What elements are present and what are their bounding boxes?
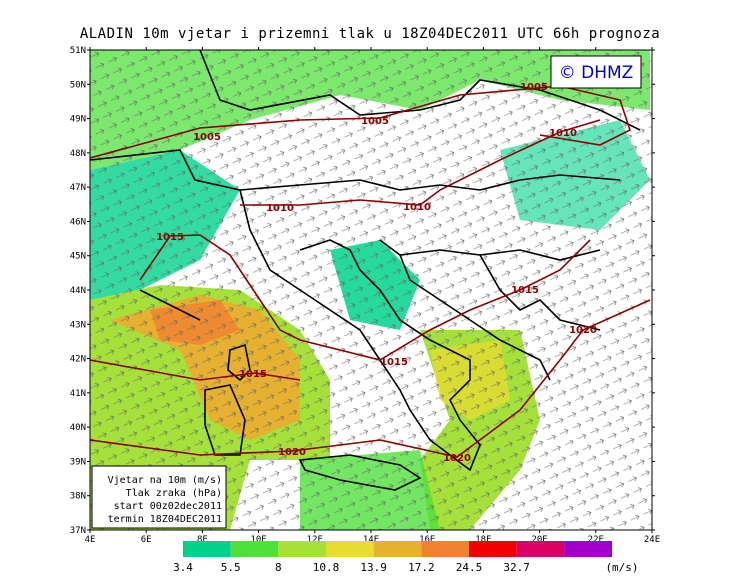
colorbar-unit: (m/s) [605, 561, 638, 574]
colorbar-label: 8 [275, 561, 282, 574]
colorbar-swatch [373, 541, 422, 557]
colorbar-swatch [278, 541, 326, 557]
lon-label: 8E [197, 535, 208, 545]
isobar-label: 1015 [239, 369, 267, 380]
colorbar-swatch [469, 541, 517, 557]
colorbar-swatch [326, 541, 374, 557]
colorbar-swatch [230, 541, 279, 557]
lon-label: 24E [644, 535, 660, 545]
isobar-label: 1010 [266, 203, 294, 214]
lat-label: 43N [70, 320, 86, 330]
axes: 51N 50N 49N 48N 47N 46N 45N 44N 43N 42N 41N 40N 39N 3… [70, 46, 660, 545]
isobar-label: 1020 [443, 453, 471, 464]
colorbar-swatch [564, 541, 612, 557]
colorbar-label: 24.5 [456, 561, 483, 574]
colorbar: 3.4 5.5 8 10.8 13.9 17.2 24.5 32.7 (m/s) [173, 541, 639, 574]
info-line: Tlak zraka (hPa) [126, 488, 222, 499]
lat-label: 46N [70, 217, 86, 227]
lon-label: 10E [250, 535, 266, 545]
info-line: Vjetar na 10m (m/s) [108, 475, 222, 486]
isobar-label: 1015 [380, 357, 408, 368]
logo: © DHMZ [559, 63, 634, 83]
lat-label: 49N [70, 115, 86, 125]
lon-label: 14E [363, 535, 379, 545]
isobar-label: 1010 [549, 128, 577, 139]
isobar-labels: 1005 1005 1005 1010 1010 1010 1015 1015 … [156, 82, 597, 464]
lat-label: 42N [70, 355, 86, 365]
map [90, 50, 652, 530]
lon-label: 18E [475, 535, 491, 545]
lat-label: 41N [70, 389, 86, 399]
lon-label: 22E [588, 535, 604, 545]
info-line: termin 18Z04DEC2011 [108, 514, 222, 525]
colorbar-label: 5.5 [221, 561, 241, 574]
colorbar-label: 17.2 [408, 561, 435, 574]
lat-label: 50N [70, 80, 86, 90]
lon-label: 16E [419, 535, 435, 545]
isobar-label: 1005 [361, 116, 389, 127]
title: ALADIN 10m vjetar i prizemni tlak u 18Z0… [80, 26, 660, 42]
colorbar-swatch [421, 541, 469, 557]
isobar-label: 1005 [193, 132, 221, 143]
info-box [91, 465, 227, 529]
lat-label: 37N [70, 526, 86, 536]
lat-label: 44N [70, 286, 86, 296]
isobar-label: 1010 [403, 202, 431, 213]
isobar-label: 1015 [511, 285, 539, 296]
lon-label: 6E [141, 535, 152, 545]
colorbar-label: 10.8 [313, 561, 340, 574]
lat-label: 38N [70, 492, 86, 502]
colorbar-swatch [183, 541, 231, 557]
lat-label: 47N [70, 183, 86, 193]
info-line: start 00z02dec2011 [114, 501, 222, 512]
colorbar-label: 3.4 [173, 561, 193, 574]
lon-label: 20E [531, 535, 547, 545]
isobar-label: 1005 [520, 82, 548, 93]
isobar-label: 1015 [156, 232, 184, 243]
lat-label: 39N [70, 457, 86, 467]
colorbar-swatch [516, 541, 565, 557]
lat-label: 40N [70, 423, 86, 433]
isobar-label: 1020 [278, 447, 306, 458]
lat-label: 51N [70, 46, 86, 56]
colorbar-label: 13.9 [360, 561, 387, 574]
lat-label: 45N [70, 252, 86, 262]
logo-box [550, 55, 642, 89]
lat-label: 48N [70, 149, 86, 159]
lon-label: 4E [85, 535, 96, 545]
colorbar-label: 32.7 [503, 561, 530, 574]
isobar-label: 1020 [569, 325, 597, 336]
lon-label: 12E [307, 535, 323, 545]
